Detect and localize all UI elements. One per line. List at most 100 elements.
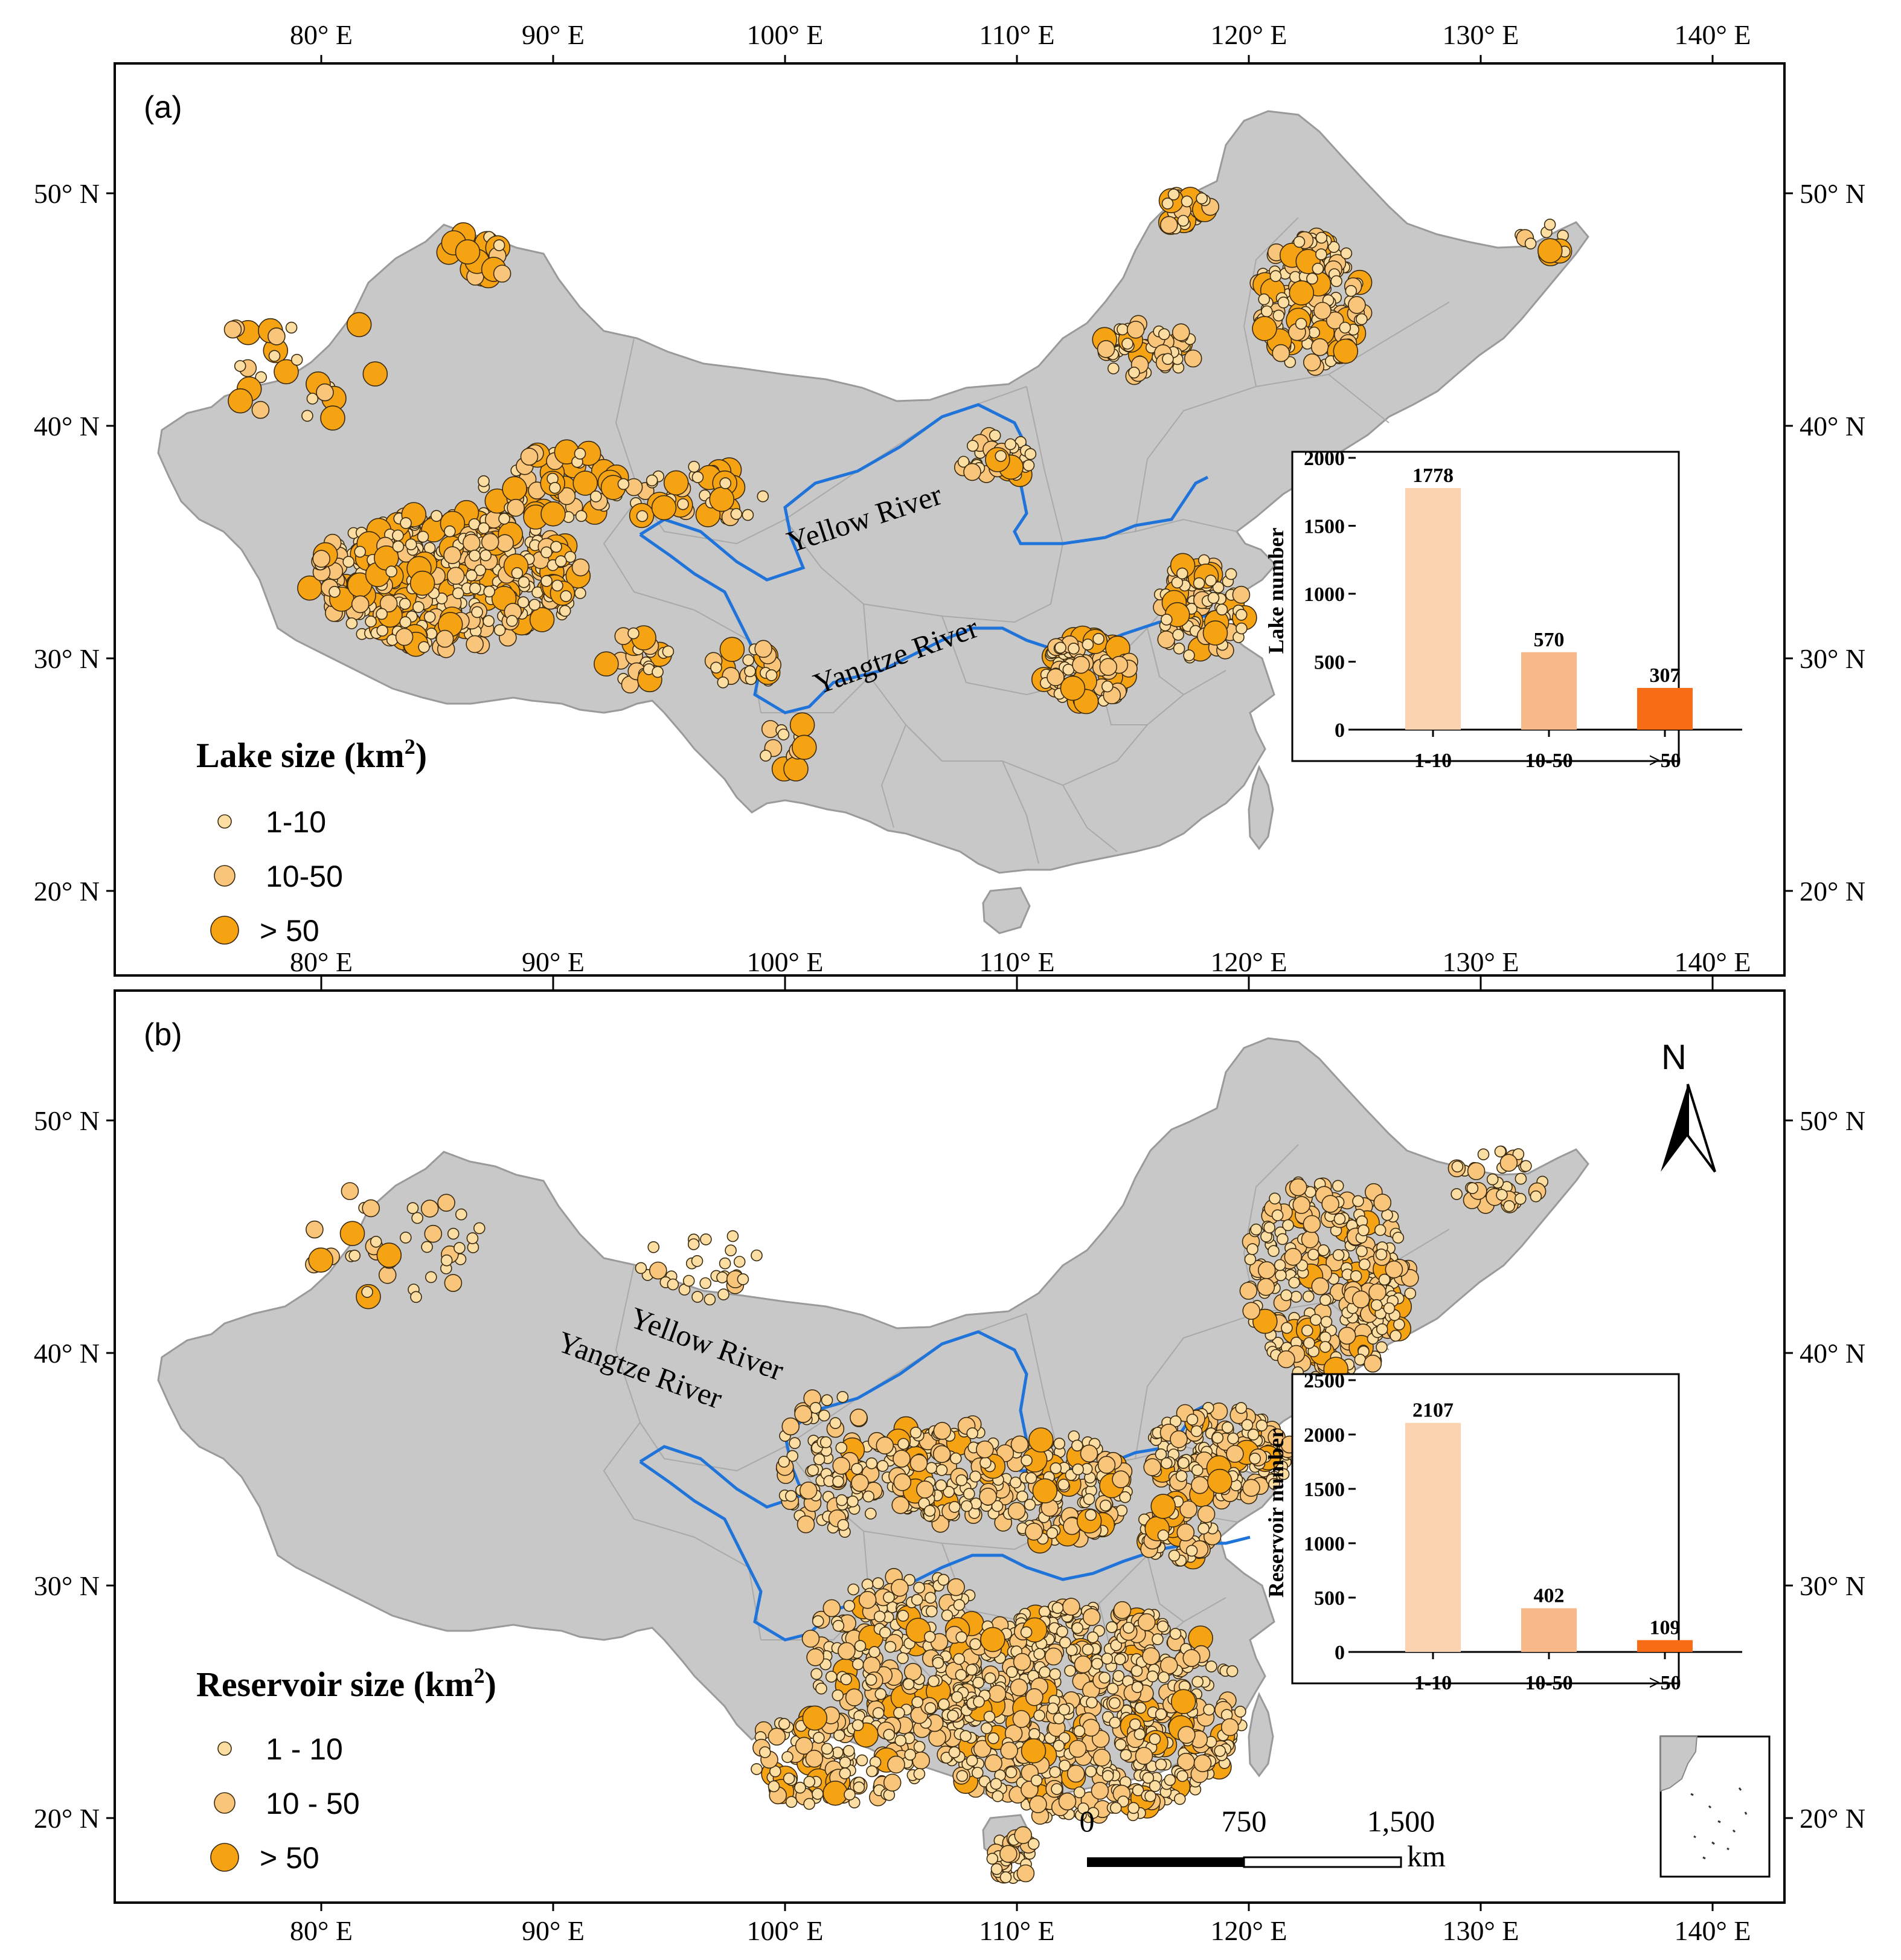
marker [757,490,769,503]
marker [1077,1802,1089,1814]
marker [725,1244,737,1257]
lon-label: 140° E [1675,19,1751,50]
marker [950,1452,962,1465]
marker [1101,1653,1114,1665]
marker [742,654,754,666]
marker [1138,1613,1156,1631]
marker [223,320,242,339]
marker [493,239,505,251]
marker [1152,1633,1164,1645]
marker [1307,1248,1319,1261]
marker [1184,349,1202,368]
marker [856,1754,868,1767]
marker [1214,1745,1226,1757]
marker [392,540,405,553]
marker [785,1796,798,1808]
marker [1496,1189,1508,1201]
marker [768,1727,786,1746]
marker [1293,236,1306,248]
marker [818,1409,830,1422]
marker [1252,316,1277,341]
marker [844,1788,856,1801]
marker [1203,1703,1215,1716]
marker [511,567,524,579]
marker [1232,585,1251,604]
marker [1281,1322,1293,1334]
marker [1150,1494,1176,1519]
marker [1158,328,1170,341]
marker [963,1488,975,1500]
marker [803,1776,816,1788]
marker [251,400,270,419]
north-arrow-icon-half [1687,1084,1716,1173]
marker [966,1755,978,1767]
marker [493,624,506,636]
marker [1375,1248,1388,1261]
marker [1106,1682,1119,1695]
marker [1327,241,1340,253]
marker [1308,326,1320,339]
marker [479,549,492,562]
marker [879,1627,891,1639]
marker [837,1518,850,1531]
marker [1250,1223,1262,1236]
bar-value-label: 1778 [1412,464,1454,487]
marker [1112,1470,1130,1489]
marker [979,1456,992,1469]
marker [1234,1706,1246,1718]
marker [1144,1790,1156,1802]
marker [1161,1457,1173,1470]
marker [1503,1200,1515,1212]
marker [726,1230,739,1242]
marker [783,756,809,782]
lat-label: 50° N [34,1105,100,1136]
marker [1005,1766,1018,1779]
marker [1193,577,1205,590]
marker [1374,1224,1386,1236]
marker [847,1583,859,1596]
marker [821,1743,833,1755]
marker [1301,1230,1319,1248]
marker [883,1729,895,1741]
marker [301,410,313,422]
marker [1097,340,1115,358]
marker [1284,1247,1303,1266]
marker [1284,356,1297,368]
marker [1190,1425,1203,1438]
marker [989,429,1001,442]
marker [957,455,970,468]
y-tick-label: 500 [1314,652,1345,674]
category-label: 1-10 [1414,750,1452,772]
marker [540,546,553,559]
marker [1108,362,1120,374]
marker [973,1695,985,1708]
marker [559,605,571,617]
marker [1126,320,1145,339]
marker [440,1254,453,1267]
marker [455,1208,467,1221]
marker [1004,438,1017,451]
marker [815,1682,827,1695]
marker [1033,1648,1045,1660]
marker [268,327,286,345]
marker [1121,338,1133,350]
marker [865,1674,877,1686]
marker [963,463,981,481]
marker [677,498,689,510]
marker [1082,1718,1100,1737]
marker [636,510,649,522]
marker [1059,1759,1071,1772]
marker [1133,1728,1146,1740]
marker [1333,1213,1346,1225]
marker [423,611,436,623]
lon-label: 140° E [1675,946,1751,977]
lon-label: 90° E [522,19,585,50]
marker [754,640,772,658]
yellow-river-line [639,1330,1209,1509]
marker [1051,1783,1063,1795]
marker [955,1631,967,1644]
marker [466,1232,479,1244]
marker [395,628,414,646]
marker [935,1479,947,1491]
marker [836,1494,848,1506]
